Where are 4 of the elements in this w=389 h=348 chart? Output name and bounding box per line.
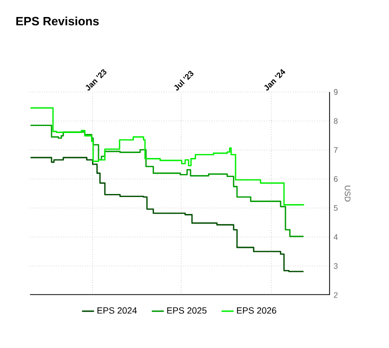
legend-label: EPS 2024 (97, 307, 137, 314)
legend-label: EPS 2026 (237, 307, 276, 314)
legend-label: EPS 2025 (167, 307, 206, 314)
chart-title: EPS Revisions (16, 16, 99, 26)
